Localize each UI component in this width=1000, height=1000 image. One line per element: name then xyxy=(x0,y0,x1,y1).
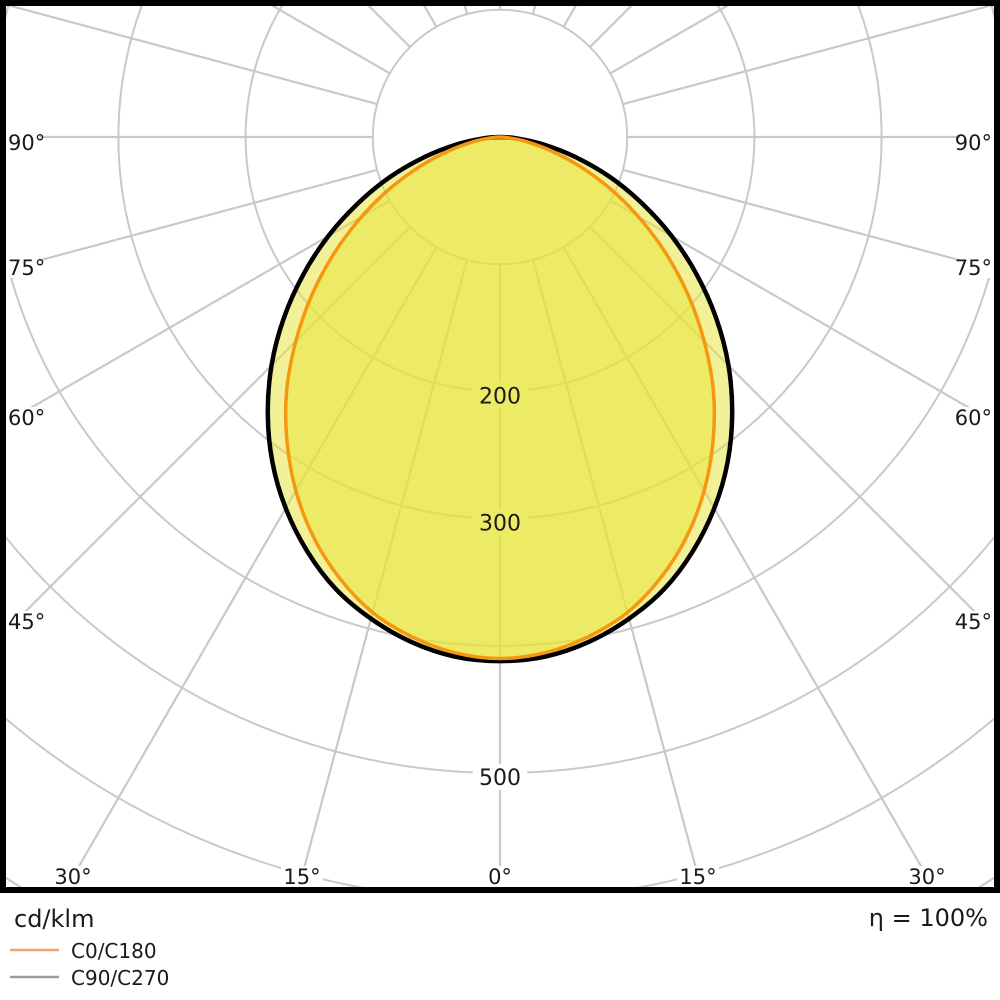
left-label-mask-0 xyxy=(6,132,40,153)
ring-label-mask-500 xyxy=(473,764,527,790)
c90-c270-curve xyxy=(265,134,735,664)
angle-label-left-90: 90° xyxy=(8,131,45,155)
grid-radial-60 xyxy=(6,199,391,424)
efficiency-label: η = 100% xyxy=(869,904,988,932)
angle-label-bottom-1: 15° xyxy=(283,865,320,889)
angle-label-bottom-2: 0° xyxy=(488,865,512,889)
beam-fills xyxy=(267,137,733,662)
grid-radial-300 xyxy=(609,199,994,424)
angle-label-right-60: 60° xyxy=(955,406,992,430)
angle-label-right-45: 45° xyxy=(955,610,992,634)
ring-value-label-200: 200 xyxy=(479,384,521,409)
angle-label-right-90: 90° xyxy=(955,131,992,155)
left-label-mask-3 xyxy=(6,611,40,632)
unit-label: cd/klm xyxy=(14,905,94,933)
angle-label-bottom-3: 15° xyxy=(679,865,716,889)
bottom-label-mask-0 xyxy=(52,866,94,887)
left-label-mask-2 xyxy=(6,407,40,428)
axis-labels: 200 300 500 90° 75° 60° 45° 90° 75° 60° 45° 30° 15° 0… xyxy=(8,131,992,889)
angle-label-right-75: 75° xyxy=(955,256,992,280)
legend-label-c0-c180: C0/C180 xyxy=(71,939,157,963)
angle-label-bottom-4: 30° xyxy=(908,865,945,889)
left-label-mask-1 xyxy=(6,257,40,278)
c0-c180-curve xyxy=(283,135,717,661)
angle-label-left-75: 75° xyxy=(8,256,45,280)
ring-value-label-500: 500 xyxy=(479,766,521,791)
angle-label-left-60: 60° xyxy=(8,406,45,430)
bottom-label-mask-2 xyxy=(479,866,521,887)
bottom-label-mask-4 xyxy=(906,866,948,887)
legend: C0/C180 C90/C270 xyxy=(10,939,169,990)
right-label-mask-3 xyxy=(960,611,994,632)
grid-radial-285 xyxy=(622,168,994,271)
right-label-mask-1 xyxy=(960,257,994,278)
beam-curves xyxy=(265,134,735,664)
grid-radial-255 xyxy=(622,6,994,106)
plot-frame xyxy=(0,0,1000,893)
legend-label-c90-c270: C90/C270 xyxy=(71,966,169,990)
bottom-label-mask-1 xyxy=(281,866,323,887)
bottom-label-mask-3 xyxy=(677,866,719,887)
grid-radial-105 xyxy=(6,6,378,106)
c0-c180-fill xyxy=(285,137,715,659)
angle-label-left-45: 45° xyxy=(8,610,45,634)
angle-label-bottom-0: 30° xyxy=(54,865,91,889)
grid-radial-75 xyxy=(6,168,378,271)
right-label-mask-2 xyxy=(960,407,994,428)
ring-value-label-300: 300 xyxy=(479,512,521,537)
right-label-mask-0 xyxy=(960,132,994,153)
